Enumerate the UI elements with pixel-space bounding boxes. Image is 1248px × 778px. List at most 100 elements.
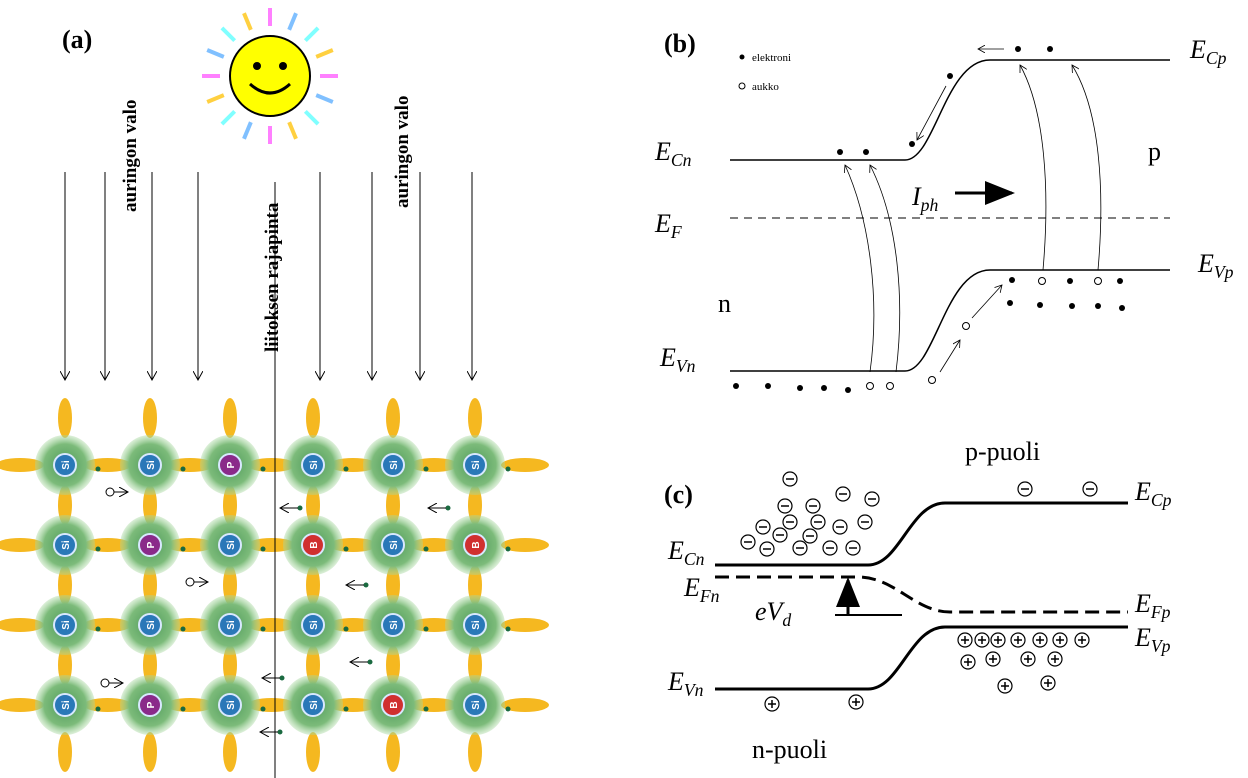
label-main: eV — [755, 597, 786, 626]
electron — [909, 141, 915, 147]
label-main: E — [667, 536, 684, 565]
electron — [181, 627, 186, 632]
electron — [1117, 278, 1123, 284]
atom-label: Si — [226, 540, 237, 550]
atom-label: Si — [471, 700, 482, 710]
electron — [424, 707, 429, 712]
sun — [230, 36, 310, 116]
label-sub: Cn — [671, 150, 692, 170]
atom-label: P — [146, 701, 157, 708]
sun-label: auringon valo — [392, 96, 413, 208]
atom-label: Si — [309, 700, 320, 710]
atom-label: Si — [61, 700, 72, 710]
atom-label: Si — [389, 460, 400, 470]
electron — [1119, 305, 1125, 311]
label-sub: Cp — [1206, 48, 1227, 68]
label-sub: Vp — [1151, 636, 1171, 656]
atom-label: B — [389, 701, 400, 708]
atom-label: Si — [61, 540, 72, 550]
hole — [101, 679, 109, 687]
electron — [1069, 303, 1075, 309]
electron — [181, 467, 186, 472]
sun-ray — [222, 111, 235, 124]
electron — [1037, 302, 1043, 308]
electron — [821, 385, 827, 391]
sun-ray — [305, 28, 318, 41]
label-sub: F — [670, 222, 682, 242]
drift — [940, 340, 960, 372]
legend-electron — [740, 55, 745, 60]
electron — [424, 467, 429, 472]
bond — [58, 398, 72, 438]
panel-label: (a) — [62, 25, 92, 54]
level-label: eVd — [755, 597, 791, 630]
label-main: E — [654, 137, 671, 166]
electron — [947, 73, 953, 79]
electron — [424, 627, 429, 632]
legend-label: aukko — [752, 81, 779, 93]
label-sub: Vn — [676, 356, 696, 376]
bond — [223, 732, 237, 772]
electron — [797, 385, 803, 391]
electron — [1047, 46, 1053, 52]
electron — [96, 627, 101, 632]
sun-eye — [253, 62, 261, 70]
sun-ray — [305, 111, 318, 124]
label-main: E — [683, 573, 700, 602]
label-main: E — [1189, 35, 1206, 64]
electron — [733, 383, 739, 389]
electron — [344, 467, 349, 472]
label-main: E — [1197, 249, 1214, 278]
sun-ray — [289, 122, 296, 139]
hole — [963, 323, 970, 330]
atom-label: Si — [471, 460, 482, 470]
atom-label: Si — [471, 620, 482, 630]
hole — [106, 488, 114, 496]
excitation — [1020, 65, 1046, 270]
junction-label: liitoksen rajapinta — [262, 202, 283, 352]
panel-label: (c) — [664, 480, 693, 509]
electron — [1095, 303, 1101, 309]
excitation — [845, 165, 874, 372]
level-label: ECn — [654, 137, 692, 170]
electron — [261, 467, 266, 472]
electron — [1015, 46, 1021, 52]
legend-label: elektroni — [752, 52, 791, 64]
level-label: EFn — [683, 573, 720, 606]
hole — [186, 578, 194, 586]
atom-label: Si — [226, 700, 237, 710]
bond — [143, 732, 157, 772]
level-label: EVp — [1197, 249, 1234, 282]
electron — [344, 707, 349, 712]
electron — [424, 547, 429, 552]
sun-ray — [207, 50, 224, 57]
conduction-band — [715, 503, 1128, 565]
electron — [96, 547, 101, 552]
hole — [1039, 278, 1046, 285]
drift — [972, 285, 1002, 318]
figure: (a)auringon valoauringon valoliitoksen r… — [0, 0, 1248, 778]
level-label: Iph — [911, 182, 939, 215]
n-label: n — [718, 289, 731, 318]
level-label: EVp — [1134, 623, 1171, 656]
excitation — [1072, 65, 1101, 270]
electron — [280, 676, 285, 681]
bond — [468, 732, 482, 772]
panel-label: (b) — [664, 29, 696, 58]
sun-ray — [207, 95, 224, 102]
atom-label: Si — [61, 460, 72, 470]
label-main: E — [659, 343, 676, 372]
electron — [96, 467, 101, 472]
bond — [306, 398, 320, 438]
electron — [837, 149, 843, 155]
atom-label: Si — [61, 620, 72, 630]
label-sub: Fn — [699, 586, 720, 606]
electron — [278, 730, 283, 735]
electron — [1009, 277, 1015, 283]
electron — [344, 627, 349, 632]
atom-label: Si — [146, 620, 157, 630]
electron — [863, 149, 869, 155]
atom-label: Si — [309, 460, 320, 470]
